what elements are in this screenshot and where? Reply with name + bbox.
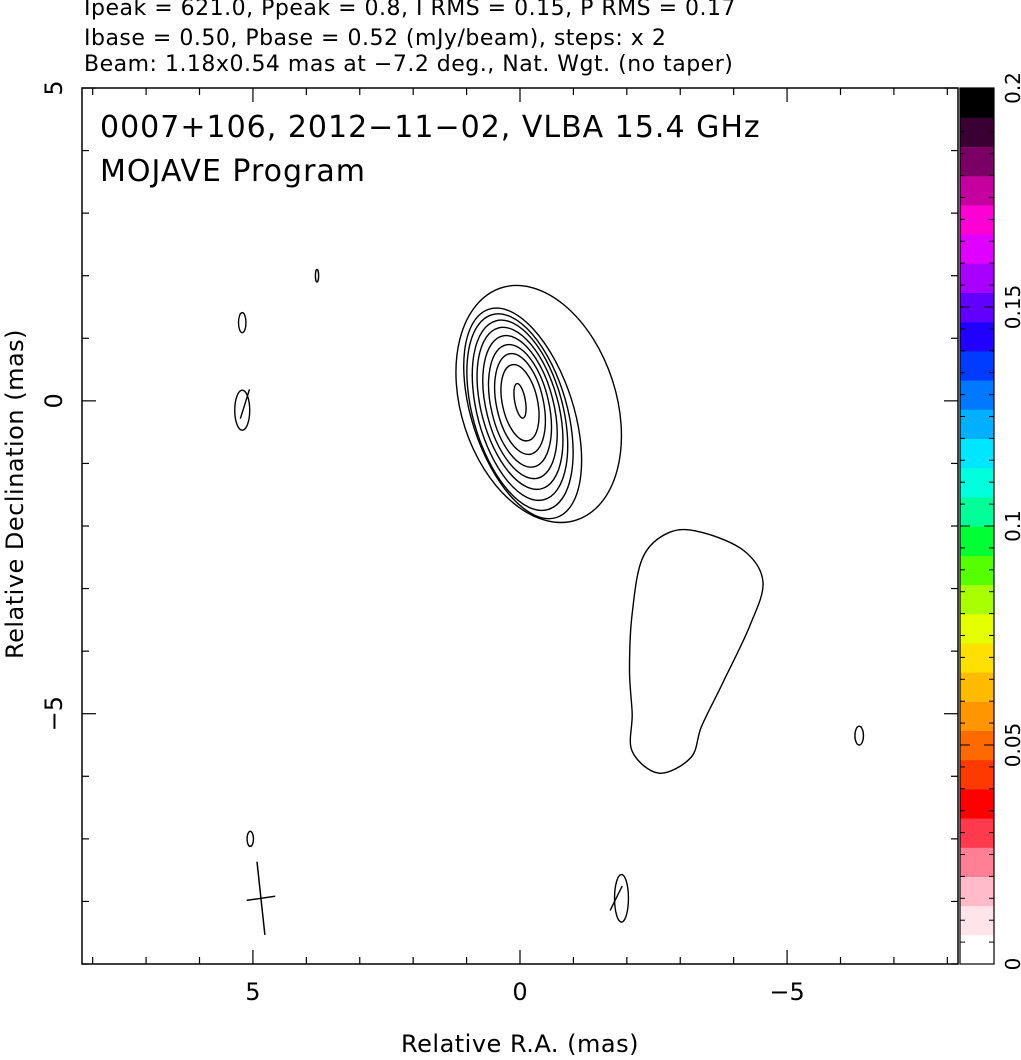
colorbar-segment xyxy=(960,409,994,439)
x-tick-label: −5 xyxy=(769,978,804,1006)
core-contour-10 xyxy=(513,382,527,419)
colorbar-tick-label: 0 xyxy=(1001,958,1021,971)
core-contour-4 xyxy=(471,319,569,502)
core-contour-9 xyxy=(500,363,540,442)
core-contour-5 xyxy=(476,326,564,491)
colorbar-segment xyxy=(960,934,994,965)
beam-cross xyxy=(246,861,276,936)
header-line-2: Ibase = 0.50, Pbase = 0.52 (mJy/beam), s… xyxy=(84,26,667,51)
y-axis-label: Relative Declination (mas) xyxy=(1,328,29,659)
colorbar-segment xyxy=(960,117,994,147)
jet-component-contour xyxy=(628,528,764,774)
core-contour-8 xyxy=(493,352,547,456)
core-contour-7 xyxy=(487,343,553,468)
y-tick-label: −5 xyxy=(40,696,68,731)
contour-layer xyxy=(234,268,865,923)
colorbar-segment xyxy=(960,759,994,790)
x-axis-label: Relative R.A. (mas) xyxy=(401,1030,639,1058)
colorbar-segment xyxy=(960,467,994,498)
colorbar-segment xyxy=(960,438,994,469)
noise-contour-2 xyxy=(237,311,247,334)
colorbar-segment xyxy=(960,526,994,556)
y-tick-label: 5 xyxy=(40,80,68,95)
colorbar-tick-label: 0.1 xyxy=(1001,510,1021,542)
colorbar-segment xyxy=(960,876,994,907)
colorbar-segment xyxy=(960,263,994,293)
noise-contour-4 xyxy=(246,830,255,848)
x-tick-label: 0 xyxy=(512,978,527,1006)
colorbar-segment xyxy=(960,496,994,527)
core-contour-3 xyxy=(466,313,574,512)
colorbar-segment xyxy=(960,146,994,177)
colorbar-segment xyxy=(960,234,994,264)
header-line-3: Beam: 1.18x0.54 mas at −7.2 deg., Nat. W… xyxy=(84,52,734,77)
colorbar-tick-label: 0.05 xyxy=(1001,723,1021,768)
colorbar-segment xyxy=(960,847,994,877)
chart-title-line-2: MOJAVE Program xyxy=(100,154,367,189)
colorbar-tick-label: 0.2 xyxy=(1001,72,1021,104)
chart-title-line-1: 0007+106, 2012−11−02, VLBA 15.4 GHz xyxy=(100,110,761,145)
colorbar-segment xyxy=(960,88,994,118)
colorbar-segment xyxy=(960,380,994,410)
noise-contour-1 xyxy=(314,268,320,283)
core-contour-6 xyxy=(482,334,558,480)
colorbar-tick-label: 0.15 xyxy=(1001,285,1021,330)
beam-minor-axis xyxy=(246,895,276,902)
colorbar-segment xyxy=(960,350,994,381)
colorbar: 0 0.05 0.1 0.15 0.2 xyxy=(959,72,1021,971)
tick-labels: 5 0 −5 5 0 −5 xyxy=(40,80,805,1006)
polarization-vector-1 xyxy=(239,389,251,419)
core-contour-2 xyxy=(463,307,583,520)
noise-contour-5 xyxy=(613,873,630,923)
colorbar-segment xyxy=(960,642,994,673)
polarization-vector-2 xyxy=(609,885,623,911)
colorbar-segment xyxy=(960,701,994,731)
colorbar-segment xyxy=(960,204,994,235)
y-tick-label: 0 xyxy=(40,393,68,408)
header-line-1: Ipeak = 621.0, Ppeak = 0.8, I RMS = 0.15… xyxy=(84,0,736,21)
colorbar-segment xyxy=(960,905,994,936)
x-tick-label: 5 xyxy=(245,978,260,1006)
colorbar-segment xyxy=(960,818,994,848)
colorbar-segment xyxy=(960,788,994,819)
colorbar-segment xyxy=(960,175,994,206)
colorbar-segment xyxy=(960,584,994,615)
colorbar-segment xyxy=(960,555,994,585)
axis-ticks xyxy=(82,87,958,965)
colorbar-segment xyxy=(960,321,994,352)
colorbar-segment xyxy=(960,613,994,644)
noise-contour-6 xyxy=(854,725,865,746)
polarization-vector-layer xyxy=(239,389,623,911)
noise-contour-3 xyxy=(234,389,251,431)
plot-frame xyxy=(81,87,959,965)
colorbar-segment xyxy=(960,672,994,702)
core-contour-1 xyxy=(455,284,623,524)
